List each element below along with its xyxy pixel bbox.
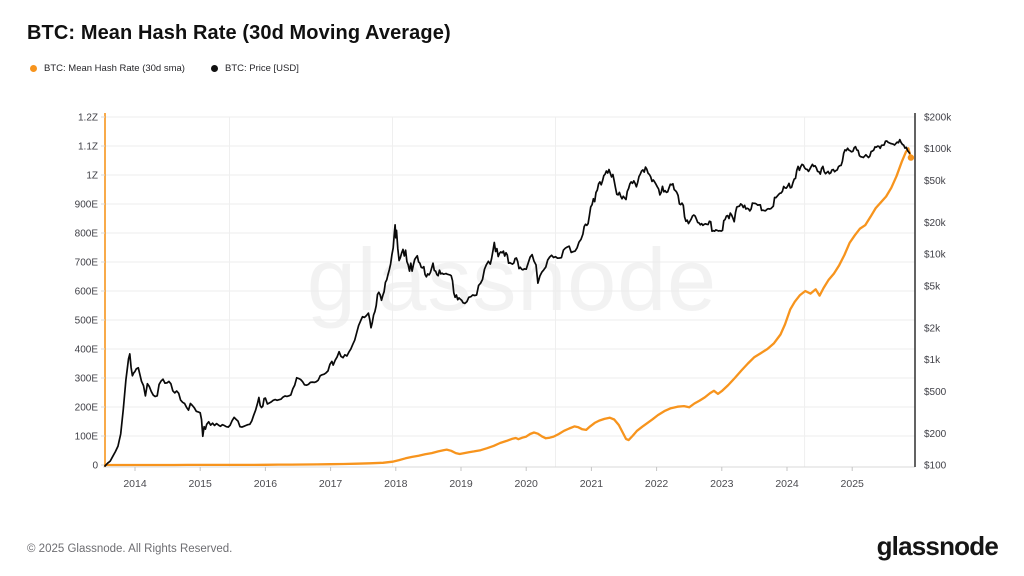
- hashrate-end-dot: [907, 154, 915, 161]
- right-tick-label: $1k: [924, 355, 941, 366]
- x-tick-label: 2018: [384, 478, 408, 490]
- left-tick-label: 800E: [75, 229, 99, 240]
- legend: BTC: Mean Hash Rate (30d sma) BTC: Price…: [30, 63, 299, 74]
- legend-label-price: BTC: Price [USD]: [224, 63, 299, 74]
- left-tick-label: 200E: [75, 403, 99, 414]
- left-tick-label: 700E: [75, 258, 99, 269]
- x-tick-label: 2025: [841, 478, 865, 490]
- left-tick-label: 100E: [75, 432, 99, 443]
- right-tick-label: $10k: [924, 250, 947, 261]
- left-tick-label: 1.2Z: [78, 113, 98, 124]
- left-tick-label: 600E: [75, 287, 99, 298]
- x-tick-label: 2024: [775, 478, 799, 490]
- x-tick-label: 2020: [515, 478, 539, 490]
- legend-item-price[interactable]: BTC: Price [USD]: [210, 63, 299, 74]
- x-tick-label: 2017: [319, 478, 343, 490]
- right-tick-label: $200: [924, 429, 947, 440]
- x-tick-label: 2019: [449, 478, 473, 490]
- hashrate-series-dot-icon: [30, 65, 37, 72]
- x-tick-label: 2023: [710, 478, 734, 490]
- legend-item-hashrate[interactable]: BTC: Mean Hash Rate (30d sma): [30, 63, 185, 74]
- copyright-text: © 2025 Glassnode. All Rights Reserved.: [27, 543, 233, 555]
- right-tick-label: $200k: [924, 113, 952, 124]
- hashrate-line[interactable]: [103, 147, 913, 467]
- left-tick-label: 0: [92, 461, 98, 472]
- left-tick-label: 1Z: [86, 171, 98, 182]
- left-tick-label: 900E: [75, 200, 99, 211]
- x-tick-label: 2014: [123, 478, 147, 490]
- right-tick-label: $20k: [924, 218, 947, 229]
- legend-label-hashrate: BTC: Mean Hash Rate (30d sma): [44, 63, 185, 74]
- right-tick-label: $5k: [924, 281, 941, 292]
- left-tick-label: 1.1Z: [78, 142, 98, 153]
- right-tick-label: $100: [924, 461, 947, 472]
- x-tick-label: 2021: [580, 478, 604, 490]
- right-tick-label: $500: [924, 387, 947, 398]
- x-tick-label: 2015: [189, 478, 213, 490]
- glassnode-logo[interactable]: glassnode: [876, 531, 999, 561]
- chart-title: BTC: Mean Hash Rate (30d Moving Average): [27, 22, 451, 44]
- x-tick-label: 2016: [254, 478, 278, 490]
- x-tick-label: 2022: [645, 478, 669, 490]
- right-tick-label: $50k: [924, 176, 947, 187]
- right-tick-label: $100k: [924, 144, 952, 155]
- right-tick-label: $2k: [924, 323, 941, 334]
- price-line[interactable]: [104, 138, 911, 467]
- left-tick-label: 500E: [75, 316, 99, 327]
- left-tick-label: 400E: [75, 345, 99, 356]
- price-series-dot-icon: [210, 65, 218, 72]
- left-tick-label: 300E: [75, 374, 99, 385]
